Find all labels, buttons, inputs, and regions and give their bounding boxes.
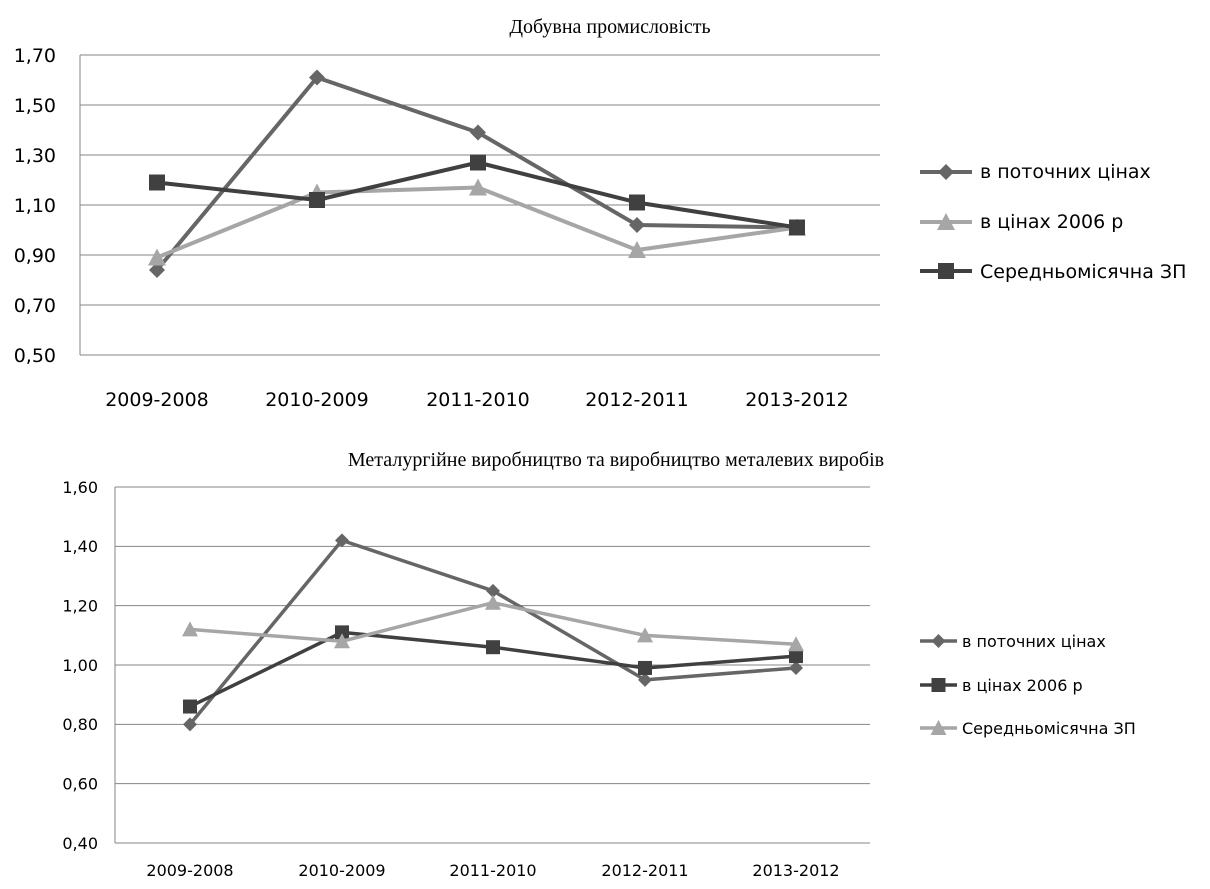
series-line [188, 538, 797, 726]
data-point [629, 217, 645, 233]
legend-swatch-marker [938, 263, 954, 279]
y-tick-label: 0,70 [14, 295, 56, 317]
data-point [486, 640, 500, 655]
legend-item-2006-prices: в цінах 2006 р [920, 211, 1123, 233]
data-point [182, 621, 198, 637]
legend-item-current-prices: в поточних цінах [920, 161, 1151, 183]
legend-swatch-marker [937, 213, 955, 230]
data-point [309, 192, 325, 208]
data-point [637, 627, 653, 643]
y-tick-label: 1,50 [14, 95, 56, 117]
x-tick-label: 2010-2009 [298, 861, 385, 880]
data-point [789, 660, 803, 675]
y-tick-label: 1,70 [14, 45, 56, 67]
data-point [149, 262, 165, 278]
data-point [789, 649, 803, 664]
data-point [470, 154, 486, 171]
series-3 [149, 154, 805, 236]
legend-item-2006-prices: в цінах 2006 р [920, 676, 1083, 695]
grid [114, 486, 870, 844]
data-point [149, 174, 165, 191]
data-point [788, 636, 804, 652]
y-tick-label: 1,40 [62, 537, 98, 556]
legend-swatch-marker [931, 634, 946, 648]
legend-label: в цінах 2006 р [962, 676, 1083, 695]
data-point [309, 69, 325, 86]
legend-item-current-prices: в поточних цінах [920, 632, 1106, 651]
series-1 [183, 533, 803, 732]
x-tick-label: 2013-2012 [745, 389, 849, 411]
chart-mining: Добувна промисловість 0,50 0,70 0,90 1,10 1,… [14, 16, 1187, 411]
legend-label: Середньомісячна ЗП [962, 719, 1136, 738]
data-point [148, 248, 166, 266]
series-group [182, 533, 804, 732]
y-tick-label: 1,60 [62, 478, 98, 497]
series-2 [183, 625, 803, 714]
y-tick-label: 0,50 [14, 345, 56, 367]
x-tick-label: 2011-2010 [449, 861, 536, 880]
y-tick-label: 0,40 [62, 834, 98, 853]
legend-swatch-marker [930, 720, 947, 735]
series-1 [149, 69, 805, 278]
legend-swatch-marker [938, 164, 954, 180]
y-tick-label: 1,00 [62, 656, 98, 675]
grid [79, 54, 880, 356]
data-point [335, 533, 349, 548]
y-tick-label: 0,60 [62, 774, 98, 793]
data-point [183, 699, 197, 714]
series-group [148, 69, 806, 278]
legend-label: в цінах 2006 р [980, 211, 1123, 233]
data-point [469, 178, 487, 196]
series-line [156, 185, 798, 260]
legend-label: в поточних цінах [980, 161, 1151, 183]
y-tick-label: 0,90 [14, 245, 56, 267]
legend: в поточних цінах в цінах 2006 р Середньо… [920, 632, 1136, 738]
chart-metallurgy: Металургійне виробництво та виробництво … [62, 449, 1135, 880]
x-tick-label: 2011-2010 [426, 389, 530, 411]
series-3 [182, 594, 804, 652]
chart-title: Металургійне виробництво та виробництво … [348, 449, 884, 471]
x-tick-label: 2010-2009 [265, 389, 369, 411]
y-axis-ticks: 0,50 0,70 0,90 1,10 1,30 1,50 1,70 [14, 45, 56, 367]
y-tick-label: 1,20 [62, 596, 98, 615]
data-point [638, 672, 652, 687]
x-axis-ticks: 2009-2008 2010-2009 2011-2010 2012-2011 … [105, 389, 849, 411]
data-point [629, 194, 645, 211]
x-tick-label: 2012-2011 [585, 389, 689, 411]
x-tick-label: 2009-2008 [105, 389, 209, 411]
legend: в поточних цінах в цінах 2006 р Середньо… [920, 161, 1186, 283]
data-point [638, 660, 652, 675]
legend-swatch-marker [931, 678, 946, 692]
data-point [183, 717, 197, 732]
x-tick-label: 2012-2011 [601, 861, 688, 880]
data-point [628, 241, 646, 258]
legend-label: Середньомісячна ЗП [980, 261, 1186, 283]
data-point [470, 124, 486, 141]
legend-item-avg-salary: Середньомісячна ЗП [920, 719, 1136, 738]
y-axis-ticks: 0,40 0,60 0,80 1,00 1,20 1,40 1,60 [62, 478, 98, 853]
y-tick-label: 1,10 [14, 195, 56, 217]
legend-item-avg-salary: Середньомісячна ЗП [920, 261, 1186, 283]
y-tick-label: 0,80 [62, 715, 98, 734]
legend-label: в поточних цінах [962, 632, 1106, 651]
x-tick-label: 2009-2008 [146, 861, 233, 880]
data-point [335, 625, 349, 640]
x-tick-label: 2013-2012 [752, 861, 839, 880]
data-point [486, 583, 500, 598]
x-axis-ticks: 2009-2008 2010-2009 2011-2010 2012-2011 … [146, 861, 839, 880]
y-tick-label: 1,30 [14, 145, 56, 167]
data-point [485, 594, 501, 610]
data-point [334, 633, 350, 649]
chart-title: Добувна промисловість [509, 16, 710, 38]
data-point [789, 219, 805, 236]
